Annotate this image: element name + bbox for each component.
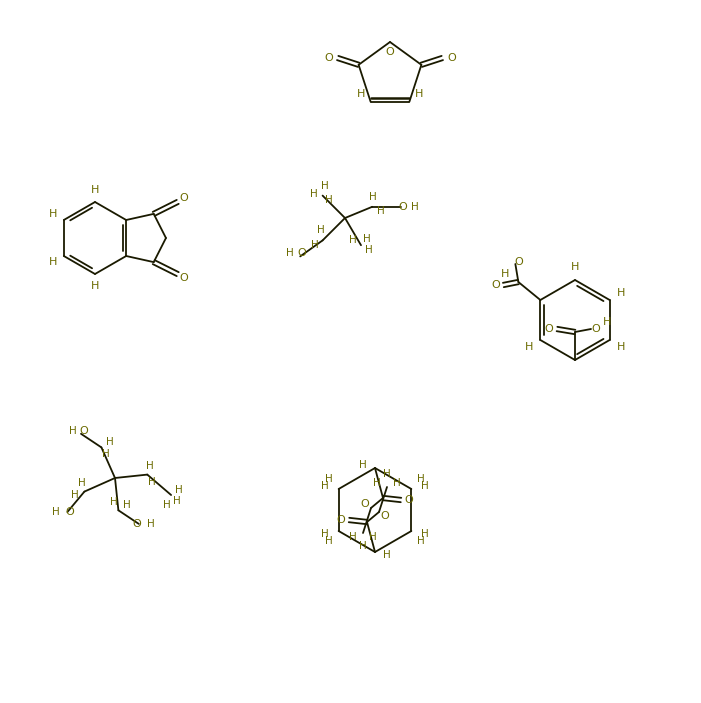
Text: O: O xyxy=(491,280,500,290)
Text: H: H xyxy=(393,478,401,488)
Text: H: H xyxy=(310,188,318,199)
Text: H: H xyxy=(377,206,385,216)
Text: O: O xyxy=(386,47,395,57)
Text: H: H xyxy=(421,529,428,539)
Text: H: H xyxy=(91,185,99,195)
Text: O: O xyxy=(381,511,389,521)
Text: O: O xyxy=(65,507,74,517)
Text: H: H xyxy=(163,500,171,510)
Text: H: H xyxy=(102,449,109,459)
Text: O: O xyxy=(447,53,456,63)
Text: H: H xyxy=(501,269,510,279)
Text: H: H xyxy=(525,342,533,352)
Text: O: O xyxy=(592,324,600,334)
Text: H: H xyxy=(421,481,428,491)
Text: O: O xyxy=(325,53,333,63)
Text: H: H xyxy=(175,485,183,495)
Text: H: H xyxy=(383,550,391,560)
Text: O: O xyxy=(360,499,369,509)
Text: H: H xyxy=(317,226,325,236)
Text: H: H xyxy=(359,541,367,551)
Text: H: H xyxy=(617,342,625,352)
Text: O: O xyxy=(545,324,553,334)
Text: H: H xyxy=(322,481,329,491)
Text: H: H xyxy=(417,474,425,484)
Text: H: H xyxy=(617,288,625,299)
Text: H: H xyxy=(369,192,377,202)
Text: H: H xyxy=(78,477,86,488)
Text: H: H xyxy=(349,236,357,245)
Text: H: H xyxy=(123,501,130,510)
Text: H: H xyxy=(286,248,294,259)
Text: H: H xyxy=(411,202,419,212)
Text: O: O xyxy=(298,248,306,259)
Text: H: H xyxy=(321,181,329,191)
Text: O: O xyxy=(404,495,414,505)
Text: H: H xyxy=(147,519,155,529)
Text: H: H xyxy=(383,469,391,479)
Text: H: H xyxy=(311,240,318,250)
Text: H: H xyxy=(325,474,333,484)
Text: O: O xyxy=(399,202,407,212)
Text: H: H xyxy=(571,262,579,272)
Text: H: H xyxy=(325,195,332,205)
Text: H: H xyxy=(69,426,77,436)
Text: H: H xyxy=(415,89,423,98)
Text: O: O xyxy=(132,519,141,529)
Text: O: O xyxy=(179,193,188,203)
Text: H: H xyxy=(49,209,57,219)
Text: H: H xyxy=(91,281,99,291)
Text: H: H xyxy=(369,532,377,542)
Text: H: H xyxy=(109,497,117,508)
Text: O: O xyxy=(514,257,523,267)
Text: H: H xyxy=(52,507,60,517)
Text: O: O xyxy=(336,515,346,525)
Text: H: H xyxy=(603,317,611,327)
Text: H: H xyxy=(365,245,373,255)
Text: H: H xyxy=(147,460,154,470)
Text: H: H xyxy=(173,496,181,506)
Text: H: H xyxy=(106,437,114,447)
Text: H: H xyxy=(349,532,357,542)
Text: H: H xyxy=(149,477,156,486)
Text: H: H xyxy=(322,529,329,539)
Text: H: H xyxy=(71,489,79,500)
Text: H: H xyxy=(359,460,367,470)
Text: H: H xyxy=(356,89,365,98)
Text: H: H xyxy=(49,257,57,267)
Text: O: O xyxy=(179,273,188,283)
Text: H: H xyxy=(373,478,381,488)
Text: O: O xyxy=(80,426,88,436)
Text: H: H xyxy=(325,536,333,546)
Text: H: H xyxy=(363,234,371,244)
Text: H: H xyxy=(417,536,425,546)
